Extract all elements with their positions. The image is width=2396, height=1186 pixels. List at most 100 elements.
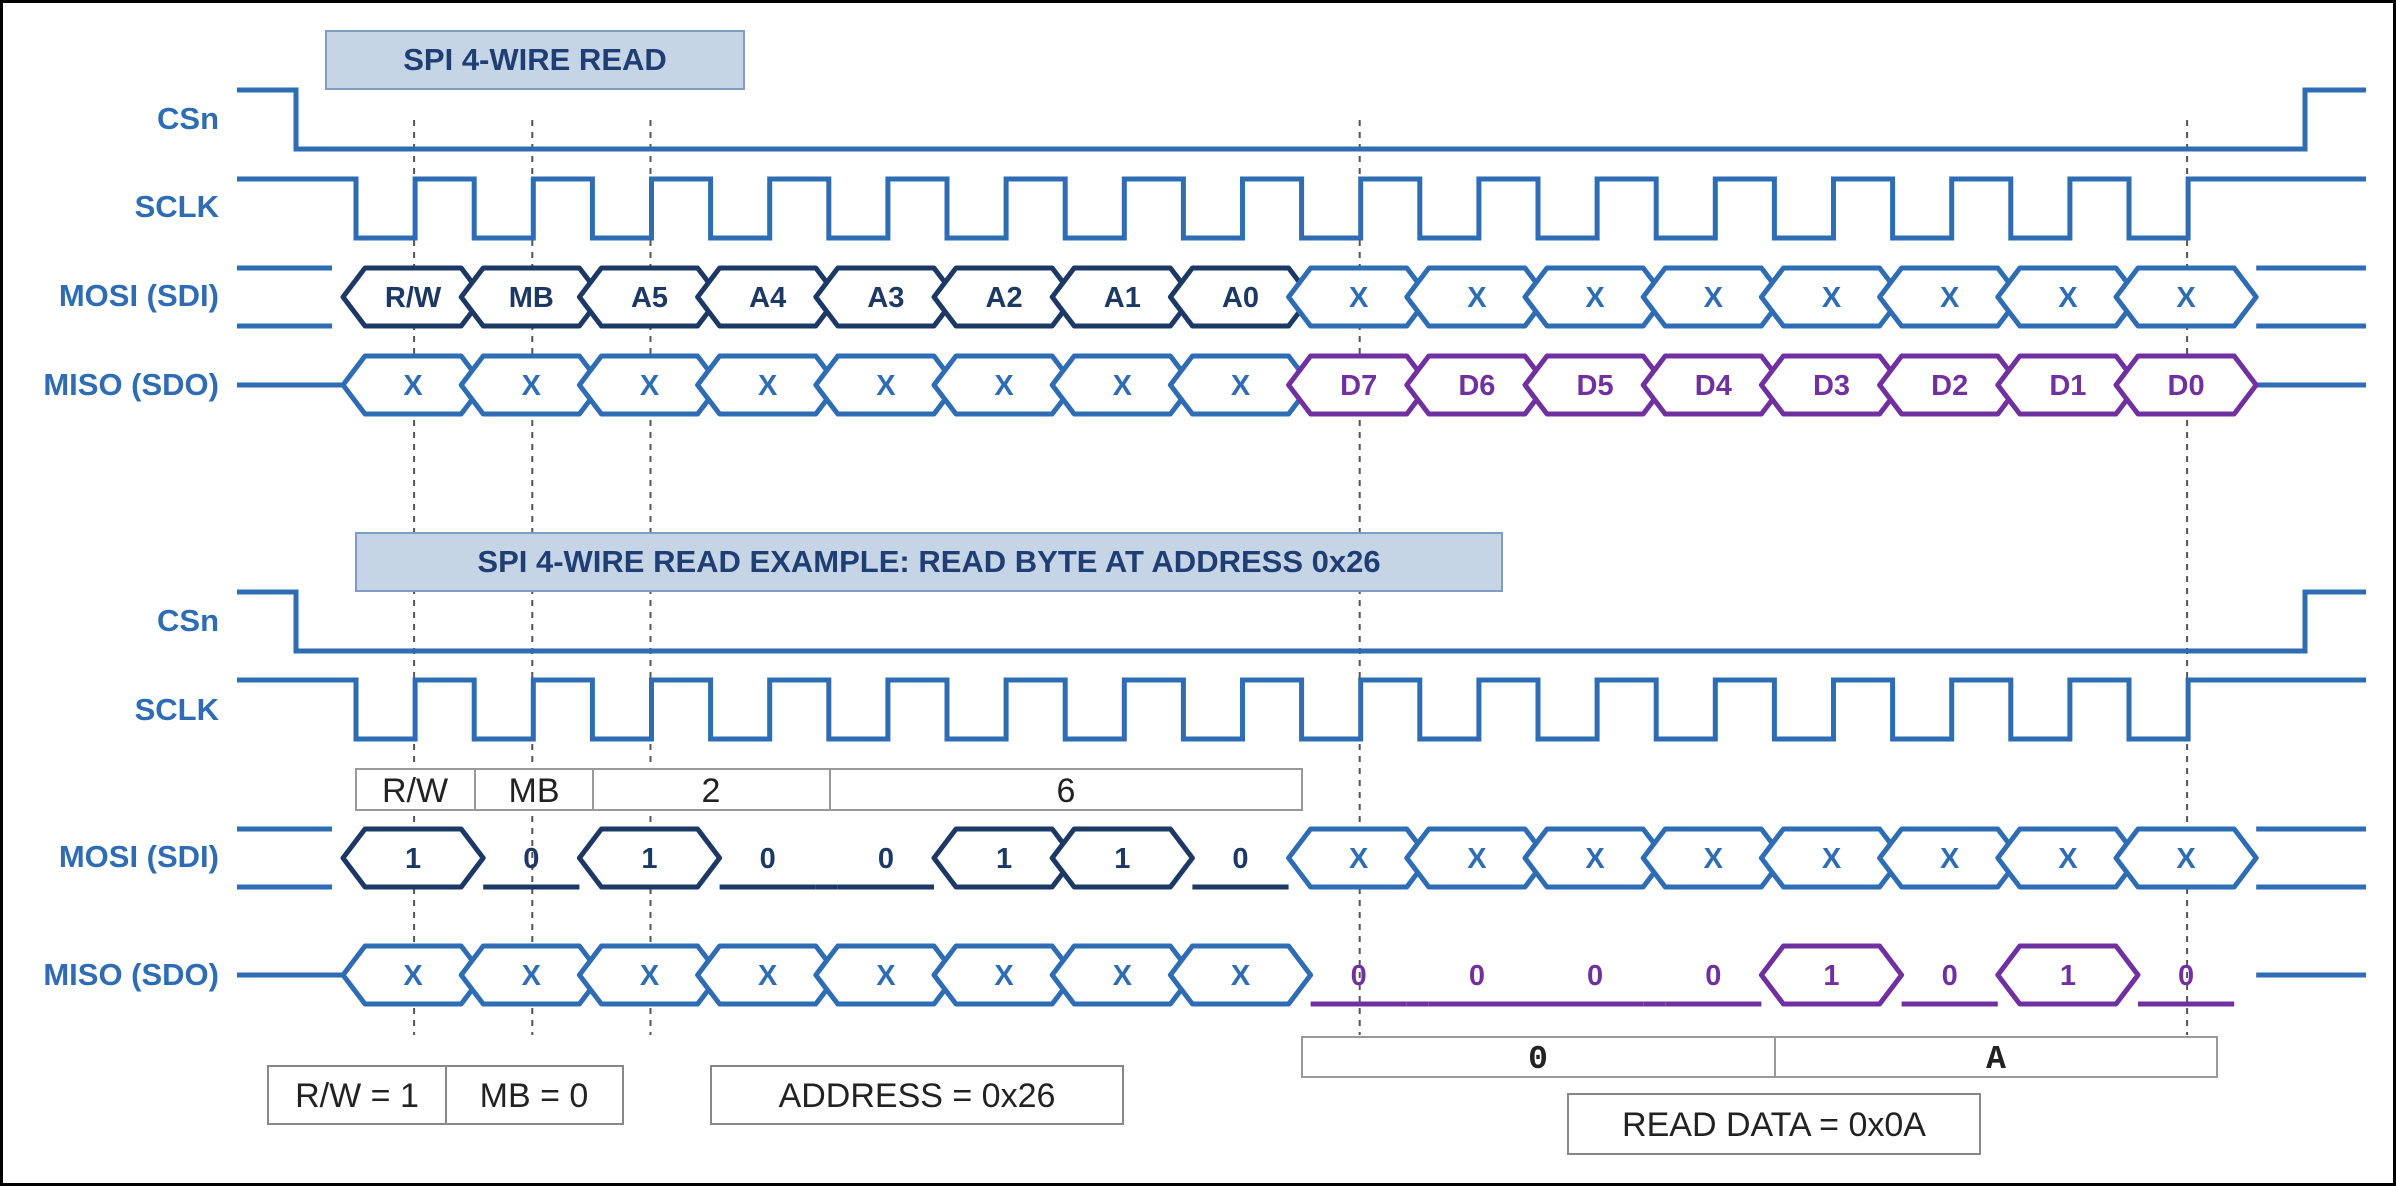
- bottom-mosi-lead-in: [237, 826, 332, 890]
- top-mosi-cell-15-label: X: [2176, 282, 2196, 314]
- top-miso-cell-11-label: D4: [1695, 370, 1732, 402]
- bottom-miso-bit-7-shape: [1167, 943, 1314, 1007]
- note-address-box: [710, 1065, 1124, 1125]
- top-mosi-label: MOSI (SDI): [59, 278, 219, 313]
- top-title: SPI 4-WIRE READ: [403, 42, 667, 77]
- csn-trace: [237, 589, 2366, 654]
- top-mosi-cell-7-label: A0: [1222, 282, 1259, 314]
- bottom-mosi-bit-5-label: 1: [996, 843, 1012, 875]
- top-miso-cell-5-label: X: [994, 370, 1014, 402]
- top-miso-cell-7-label: X: [1231, 370, 1251, 402]
- note-address: ADDRESS = 0x26: [779, 1077, 1056, 1115]
- bottom-mosi-bit-6-shape: [1049, 826, 1195, 890]
- bottom-mosi-label: MOSI (SDI): [59, 839, 219, 874]
- header-cell-mb: [474, 768, 594, 811]
- top-mosi-cell-10-label: X: [1585, 282, 1605, 314]
- top-mosi-cell-14-label: X: [2058, 282, 2078, 314]
- bottom-mosi-bit-7-label: 0: [1232, 843, 1248, 875]
- top-mosi-waveform: R/W MB A5 A4 A3 A2 A1 A0 X X X X X X X X: [237, 265, 2366, 329]
- bottom-mosi-bit-8-label: X: [1349, 843, 1369, 875]
- note-rw: R/W = 1: [295, 1077, 419, 1115]
- top-sclk-label: SCLK: [135, 189, 220, 224]
- nibble-cell-low: [1774, 1036, 2218, 1078]
- top-mosi-cell-13-label: X: [1940, 282, 1960, 314]
- header-mb-text: MB: [509, 772, 560, 810]
- top-miso-cell-4-label: X: [876, 370, 896, 402]
- bottom-miso-bit-0-label: X: [403, 960, 423, 992]
- bottom-mosi-lead-out: [2256, 826, 2366, 890]
- bottom-title: SPI 4-WIRE READ EXAMPLE: READ BYTE AT AD…: [477, 544, 1380, 579]
- top-mosi-cell-11-label: X: [1704, 282, 1724, 314]
- bottom-miso-bit-8-label: 0: [1351, 960, 1367, 992]
- bottom-mosi-bit-15-shape: [2113, 826, 2259, 890]
- bottom-miso-bit-5-label: X: [994, 960, 1014, 992]
- top-miso-cell-8-label: D7: [1340, 370, 1377, 402]
- top-mosi-cell-1-label: MB: [509, 282, 554, 314]
- bottom-section: SPI 4-WIRE READ EXAMPLE: READ BYTE AT AD…: [43, 532, 2366, 1155]
- bottom-miso-bit-3-label: X: [758, 960, 778, 992]
- nibble-high-text: 0: [1528, 1041, 1548, 1078]
- bottom-mosi-bit-9-label: X: [1467, 843, 1487, 875]
- top-miso-cell-15-shape: [2113, 353, 2259, 417]
- top-miso-label: MISO (SDO): [43, 367, 219, 402]
- top-miso-cell-12-label: D3: [1813, 370, 1850, 402]
- nibble-low-text: A: [1986, 1041, 2006, 1078]
- bottom-miso-bit-13-label: 0: [1942, 960, 1958, 992]
- top-miso-cell-13-label: D2: [1931, 370, 1968, 402]
- bottom-mosi-bit-0-label: 1: [405, 843, 421, 875]
- top-sclk-waveform: [237, 176, 2366, 241]
- header-nibble-low-text: 6: [1057, 772, 1076, 810]
- csn-trace: [237, 87, 2366, 152]
- top-mosi-cell-5-label: A2: [986, 282, 1023, 314]
- bottom-mosi-bit-0-shape: [340, 826, 486, 890]
- top-csn-waveform: [237, 87, 2366, 152]
- bottom-miso-bit-4-label: X: [876, 960, 896, 992]
- top-mosi-cell-12-label: X: [1822, 282, 1842, 314]
- top-mosi-cell-3-label: A4: [749, 282, 786, 314]
- bottom-csn-waveform: [237, 589, 2366, 654]
- bottom-mosi-bit-12-label: X: [1822, 843, 1842, 875]
- note-read-data-box: [1567, 1093, 1981, 1155]
- bottom-miso-bit-14-shape: [1995, 943, 2141, 1007]
- top-mosi-cell-4-label: A3: [867, 282, 904, 314]
- bottom-mosi-bit-4-label: 0: [878, 843, 894, 875]
- header-rw-text: R/W: [382, 772, 448, 810]
- bottom-mosi-bit-6-label: 1: [1114, 843, 1130, 875]
- top-miso-cell-3-label: X: [758, 370, 778, 402]
- header-cell-nibble-low: [829, 768, 1303, 811]
- bottom-mosi-bit-2-label: 1: [641, 843, 657, 875]
- top-mosi-cell-8-label: X: [1349, 282, 1369, 314]
- bottom-mosi-bit-2-shape: [576, 826, 723, 890]
- bottom-mosi-bit-10-label: X: [1585, 843, 1605, 875]
- bottom-mosi-bit-14-label: X: [2058, 843, 2078, 875]
- bottom-miso-bit-12-label: 1: [1823, 960, 1839, 992]
- top-title-box: [325, 30, 745, 90]
- bottom-mosi-bit-3-label: 0: [760, 843, 776, 875]
- bottom-csn-label: CSn: [157, 603, 219, 638]
- top-miso-cell-0-label: X: [403, 370, 423, 402]
- bottom-miso-bit-11-label: 0: [1705, 960, 1721, 992]
- top-section: SPI 4-WIRE READ CSn SCLK MOSI (SDI) MISO…: [43, 30, 2366, 417]
- top-csn-label: CSn: [157, 101, 219, 136]
- bottom-mosi-bit-1-label: 0: [523, 843, 539, 875]
- annotation-notes: R/W = 1 MB = 0 ADDRESS = 0x26 READ DATA …: [267, 1065, 1981, 1155]
- bottom-miso-bit-2-label: X: [640, 960, 660, 992]
- top-mosi-lead-out: [2256, 265, 2366, 329]
- sclk-trace: [237, 176, 2366, 241]
- bottom-miso-bit-14-label: 1: [2060, 960, 2076, 992]
- bottom-miso-waveform: X X X X X X X X 0 0 0 0 1 0 1 0: [237, 943, 2366, 1007]
- bottom-mosi-waveform: 1 0 1 0 0 1 1 0 X X X X X X X X: [237, 826, 2366, 890]
- note-rw-box: [267, 1065, 447, 1125]
- bottom-miso-bit-7-label: X: [1231, 960, 1251, 992]
- bottom-sclk-waveform: [237, 677, 2366, 742]
- bottom-miso-label: MISO (SDO): [43, 957, 219, 992]
- top-miso-waveform: X X X X X X X X D7 D6 D5 D4 D3 D2 D1 D0: [237, 353, 2366, 417]
- top-miso-cell-15-label: D0: [2168, 370, 2205, 402]
- top-mosi-cell-9-label: X: [1467, 282, 1487, 314]
- top-mosi-cell-0-label: R/W: [385, 282, 442, 314]
- top-miso-cell-6-label: X: [1113, 370, 1133, 402]
- top-mosi-cell-6-label: A1: [1104, 282, 1141, 314]
- bottom-miso-bit-15-label: 0: [2178, 960, 2194, 992]
- top-miso-cell-14-label: D1: [2049, 370, 2086, 402]
